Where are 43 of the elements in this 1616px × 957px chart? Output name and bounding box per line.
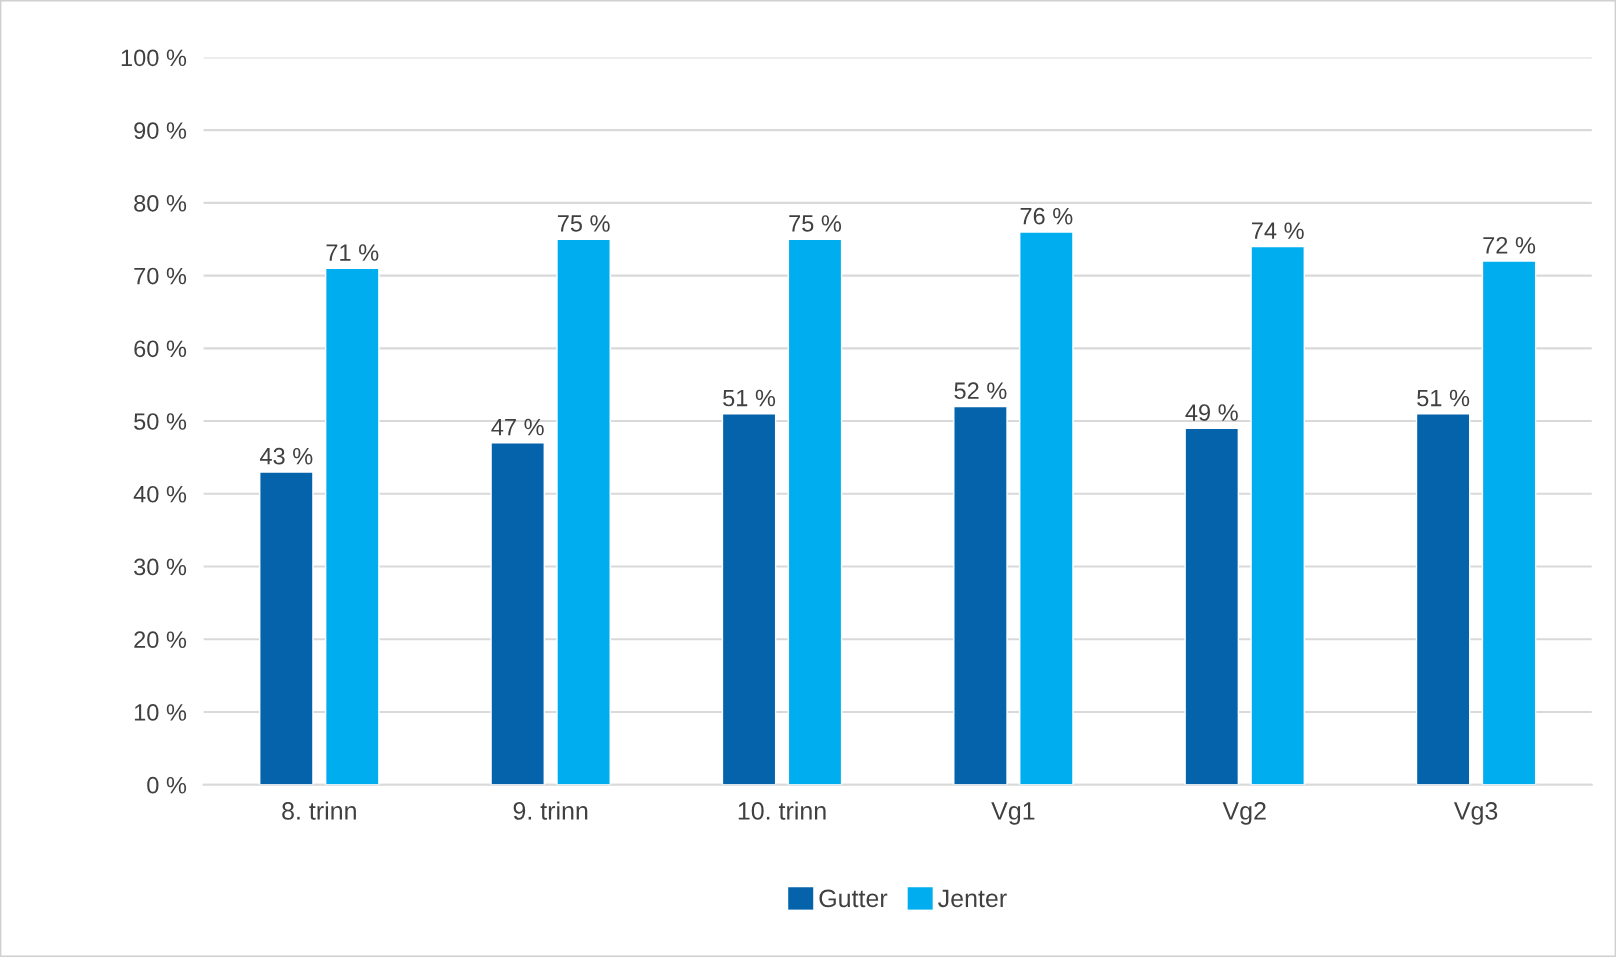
data-label: 75 % xyxy=(557,215,610,232)
y-tick-label: 30 % xyxy=(134,558,187,576)
data-label: 47 % xyxy=(491,418,544,436)
y-tick-label: 50 % xyxy=(134,413,187,430)
bar xyxy=(324,267,380,785)
data-label: 51 % xyxy=(723,389,776,407)
x-tick-label: 9. trinn xyxy=(513,801,588,820)
data-label: 71 % xyxy=(326,244,379,261)
data-label: 51 % xyxy=(1417,389,1470,407)
bar xyxy=(1415,413,1471,785)
bar xyxy=(1184,427,1240,785)
legend-label: Gutter xyxy=(819,889,888,908)
legend-label: Jenter xyxy=(938,889,1007,908)
y-tick-label: 10 % xyxy=(134,704,187,721)
bar xyxy=(259,471,314,785)
y-tick-label: 100 % xyxy=(121,49,187,67)
y-tick-label: 40 % xyxy=(133,485,187,503)
data-label: 72 % xyxy=(1483,236,1536,254)
y-tick-label: 20 % xyxy=(134,631,187,649)
bar xyxy=(556,238,611,785)
data-label: 76 % xyxy=(1020,207,1073,225)
bar xyxy=(787,238,843,785)
y-tick-label: 0 % xyxy=(147,776,187,794)
data-label: 74 % xyxy=(1252,222,1304,239)
data-label: 75 % xyxy=(789,215,842,232)
bar xyxy=(490,442,545,785)
bar xyxy=(953,405,1008,785)
y-tick-label: 80 % xyxy=(134,194,187,212)
x-tick-label: 10. trinn xyxy=(738,801,826,820)
y-tick-label: 70 % xyxy=(134,267,187,285)
data-label: 49 % xyxy=(1185,404,1238,421)
bar xyxy=(721,413,777,785)
y-tick-label: 60 % xyxy=(134,340,187,358)
x-tick-label: Vg2 xyxy=(1222,802,1266,825)
bar xyxy=(1481,260,1537,785)
data-label: 43 % xyxy=(259,447,313,465)
bar xyxy=(1019,231,1074,785)
bar xyxy=(1250,245,1305,785)
x-tick-label: Vg3 xyxy=(1453,802,1498,825)
data-label: 52 % xyxy=(954,382,1007,400)
x-tick-label: 8. trinn xyxy=(282,801,356,820)
y-tick-label: 90 % xyxy=(134,122,187,139)
x-tick-label: Vg1 xyxy=(991,802,1035,825)
